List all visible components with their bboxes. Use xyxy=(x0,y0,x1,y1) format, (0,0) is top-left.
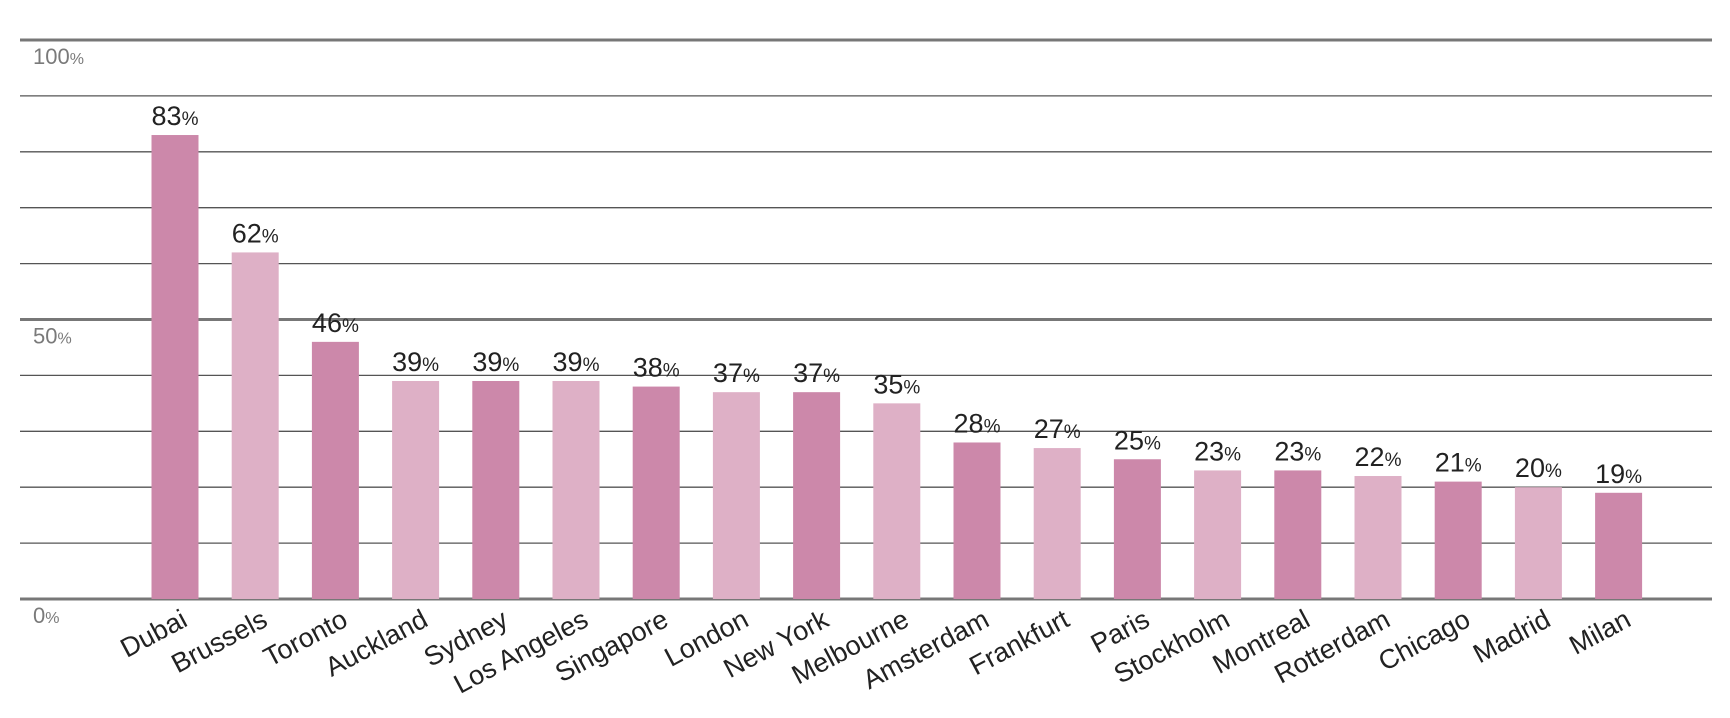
bar-amsterdam xyxy=(953,442,1001,599)
gridlines xyxy=(20,38,1712,601)
value-label-dubai: 83% xyxy=(152,101,199,131)
bar-paris xyxy=(1113,459,1161,599)
y-tick-label-50: 50% xyxy=(33,324,72,349)
category-label-milan: Milan xyxy=(1564,604,1635,661)
bar-stockholm xyxy=(1194,470,1242,599)
bar-toronto xyxy=(311,341,359,599)
y-axis-tick-labels: 100% 50% 0% xyxy=(33,44,84,628)
value-label-paris: 25% xyxy=(1114,425,1161,455)
value-labels: 83% 62% 46% 39% 39% 39% 38% 37% 37% 35% 28% 27% 25% 2… xyxy=(152,101,1643,489)
bar-brussels xyxy=(231,252,279,600)
value-label-auckland: 39% xyxy=(392,347,439,377)
value-label-sydney: 39% xyxy=(472,347,519,377)
value-label-london: 37% xyxy=(713,358,760,388)
value-label-frankfurt: 27% xyxy=(1034,414,1081,444)
value-label-milan: 19% xyxy=(1595,459,1642,489)
value-label-singapore: 38% xyxy=(633,353,680,383)
value-label-montreal: 23% xyxy=(1274,436,1321,466)
bar-melbourne xyxy=(873,403,921,599)
bar-singapore xyxy=(632,386,680,599)
value-label-amsterdam: 28% xyxy=(954,408,1001,438)
bar-los-angeles xyxy=(552,380,600,599)
value-label-brussels: 62% xyxy=(232,218,279,248)
value-label-los-angeles: 39% xyxy=(553,347,600,377)
value-label-rotterdam: 22% xyxy=(1355,442,1402,472)
bar-chicago xyxy=(1434,481,1482,599)
bar-new-york xyxy=(793,392,841,599)
value-label-madrid: 20% xyxy=(1515,453,1562,483)
category-label-chicago: Chicago xyxy=(1373,604,1475,677)
value-label-chicago: 21% xyxy=(1435,448,1482,478)
bar-montreal xyxy=(1274,470,1322,599)
value-label-toronto: 46% xyxy=(312,308,359,338)
value-label-stockholm: 23% xyxy=(1194,436,1241,466)
bar-milan xyxy=(1595,492,1643,599)
value-label-new-york: 37% xyxy=(793,358,840,388)
bar-frankfurt xyxy=(1033,448,1081,599)
bar-rotterdam xyxy=(1354,476,1402,599)
category-label-madrid: Madrid xyxy=(1468,604,1555,669)
value-label-melbourne: 35% xyxy=(873,369,920,399)
bars xyxy=(151,135,1643,600)
bar-sydney xyxy=(472,380,520,599)
y-tick-label-100: 100% xyxy=(33,44,84,69)
bar-auckland xyxy=(392,380,440,599)
bar-london xyxy=(712,392,760,599)
y-tick-label-0: 0% xyxy=(33,603,59,628)
bar-madrid xyxy=(1514,487,1562,599)
bar-dubai xyxy=(151,135,199,599)
